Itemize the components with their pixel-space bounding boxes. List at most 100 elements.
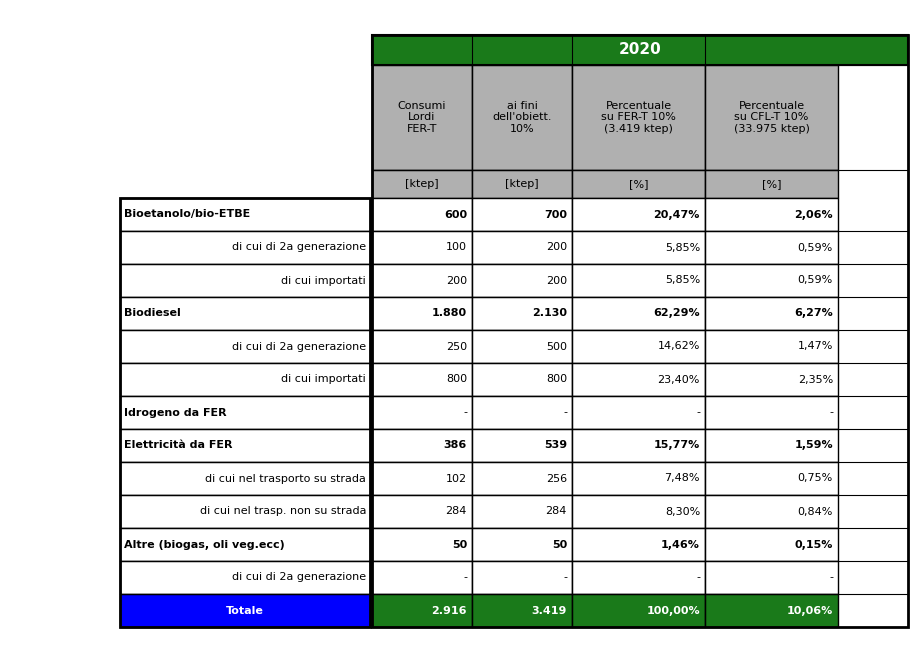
Bar (472, 594, 572, 627)
Text: 1,46%: 1,46% (661, 540, 700, 549)
Bar (705, 297, 838, 330)
Bar (120, 561, 370, 594)
Text: 800: 800 (546, 374, 567, 385)
Text: ai fini
dell'obiett.
10%: ai fini dell'obiett. 10% (492, 101, 551, 134)
Text: 50: 50 (452, 540, 467, 549)
Text: -: - (463, 573, 467, 582)
Text: 15,77%: 15,77% (654, 441, 700, 450)
Text: 10,06%: 10,06% (787, 606, 833, 616)
Text: 2.916: 2.916 (431, 606, 467, 616)
Bar (572, 363, 705, 396)
Bar (572, 170, 705, 198)
Bar (372, 561, 472, 594)
Bar (372, 198, 472, 231)
Bar (372, 65, 472, 170)
Text: 100: 100 (446, 242, 467, 252)
Text: 256: 256 (546, 473, 567, 484)
Text: 1,47%: 1,47% (798, 341, 833, 352)
Text: 6,27%: 6,27% (794, 309, 833, 318)
Bar (372, 297, 472, 330)
Bar (572, 330, 705, 363)
Text: [%]: [%] (628, 179, 649, 189)
Bar (472, 297, 572, 330)
Bar (120, 297, 370, 330)
Text: 2,35%: 2,35% (798, 374, 833, 385)
Text: 1,59%: 1,59% (794, 441, 833, 450)
Bar (705, 429, 838, 462)
Bar (705, 330, 838, 363)
Bar (705, 363, 838, 396)
Bar (372, 495, 472, 528)
Text: di cui di 2a generazione: di cui di 2a generazione (232, 573, 366, 582)
Bar (372, 35, 908, 627)
Bar (120, 528, 370, 561)
Bar (572, 65, 705, 170)
Bar (472, 65, 572, 170)
Text: 50: 50 (551, 540, 567, 549)
Text: [ktep]: [ktep] (506, 179, 539, 189)
Text: -: - (829, 573, 833, 582)
Bar (120, 264, 370, 297)
Bar (120, 198, 370, 231)
Text: Idrogeno da FER: Idrogeno da FER (124, 408, 226, 417)
Bar (705, 65, 838, 170)
Text: Elettricità da FER: Elettricità da FER (124, 441, 233, 450)
Text: 0,15%: 0,15% (794, 540, 833, 549)
Bar (472, 561, 572, 594)
Text: -: - (563, 573, 567, 582)
Bar (372, 429, 472, 462)
Bar (472, 170, 572, 198)
Text: Percentuale
su FER-T 10%
(3.419 ktep): Percentuale su FER-T 10% (3.419 ktep) (601, 101, 676, 134)
Text: di cui di 2a generazione: di cui di 2a generazione (232, 341, 366, 352)
Bar (472, 495, 572, 528)
Bar (472, 330, 572, 363)
Text: 0,84%: 0,84% (798, 506, 833, 517)
Bar (472, 363, 572, 396)
Text: [%]: [%] (762, 179, 781, 189)
Text: 2,06%: 2,06% (794, 209, 833, 220)
Text: Bioetanolo/bio-ETBE: Bioetanolo/bio-ETBE (124, 209, 250, 220)
Text: 200: 200 (546, 276, 567, 285)
Text: 284: 284 (546, 506, 567, 517)
Text: Percentuale
su CFL-T 10%
(33.975 ktep): Percentuale su CFL-T 10% (33.975 ktep) (734, 101, 810, 134)
Bar (120, 495, 370, 528)
Bar (372, 330, 472, 363)
Text: Biodiesel: Biodiesel (124, 309, 180, 318)
Bar (120, 330, 370, 363)
Bar (372, 594, 472, 627)
Bar (472, 231, 572, 264)
Bar (572, 297, 705, 330)
Text: 539: 539 (544, 441, 567, 450)
Text: 8,30%: 8,30% (665, 506, 700, 517)
Bar (372, 170, 472, 198)
Text: 62,29%: 62,29% (653, 309, 700, 318)
Text: di cui importati: di cui importati (281, 374, 366, 385)
Bar (472, 462, 572, 495)
Bar (120, 231, 370, 264)
Bar (705, 396, 838, 429)
Text: 5,85%: 5,85% (665, 276, 700, 285)
Bar (372, 264, 472, 297)
Text: 0,59%: 0,59% (798, 242, 833, 252)
Bar (572, 462, 705, 495)
Bar (120, 462, 370, 495)
Text: di cui nel trasporto su strada: di cui nel trasporto su strada (205, 473, 366, 484)
Text: 600: 600 (444, 209, 467, 220)
Text: -: - (696, 408, 700, 417)
Bar (705, 170, 838, 198)
Text: 200: 200 (546, 242, 567, 252)
Text: 7,48%: 7,48% (664, 473, 700, 484)
Bar (572, 495, 705, 528)
Bar (120, 198, 370, 627)
Bar (705, 528, 838, 561)
Bar (120, 396, 370, 429)
Bar (120, 594, 370, 627)
Text: 500: 500 (546, 341, 567, 352)
Bar (705, 231, 838, 264)
Bar (372, 462, 472, 495)
Text: 200: 200 (446, 276, 467, 285)
Bar (372, 396, 472, 429)
Bar (572, 429, 705, 462)
Text: Totale: Totale (226, 606, 264, 616)
Bar (572, 198, 705, 231)
